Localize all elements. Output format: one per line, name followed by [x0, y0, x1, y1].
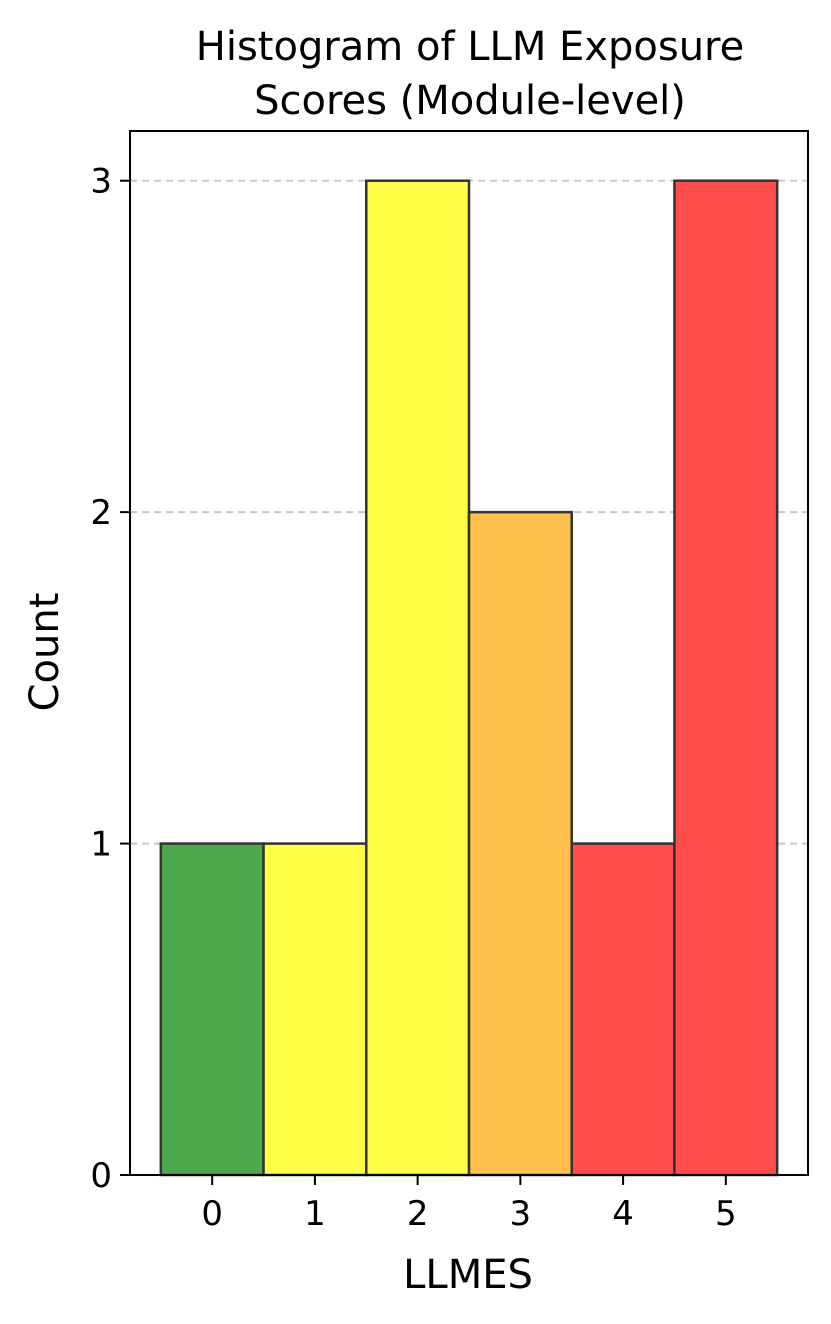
- bar-3: [467, 510, 573, 1177]
- bar-1: [262, 842, 368, 1177]
- y-tick-label-3: 3: [90, 162, 112, 202]
- x-tick-label-1: 1: [304, 1194, 326, 1234]
- ticks-layer: 0 1 2 3 4 5 0 1 2 3: [90, 162, 736, 1234]
- bar-4: [570, 842, 676, 1177]
- x-tick-label-2: 2: [407, 1194, 429, 1234]
- x-tick-label-4: 4: [612, 1194, 634, 1234]
- bars-layer: [159, 179, 779, 1177]
- chart-title-line-1: Histogram of LLM Exposure: [196, 24, 744, 70]
- y-tick-label-1: 1: [90, 825, 112, 865]
- x-tick-label-3: 3: [510, 1194, 532, 1234]
- bar-2: [365, 179, 471, 1177]
- x-axis-label: LLMES: [403, 1252, 533, 1298]
- x-tick-label-0: 0: [201, 1194, 223, 1234]
- y-tick-label-0: 0: [90, 1156, 112, 1196]
- plot-frame: [129, 130, 809, 1176]
- axes-layer: [129, 130, 809, 1176]
- bar-5: [673, 179, 779, 1177]
- y-tick-label-2: 2: [90, 493, 112, 533]
- chart-title-line-2: Scores (Module-level): [254, 78, 686, 124]
- x-tick-label-5: 5: [715, 1194, 737, 1234]
- y-axis-label: Count: [22, 593, 68, 712]
- bar-0: [159, 842, 265, 1177]
